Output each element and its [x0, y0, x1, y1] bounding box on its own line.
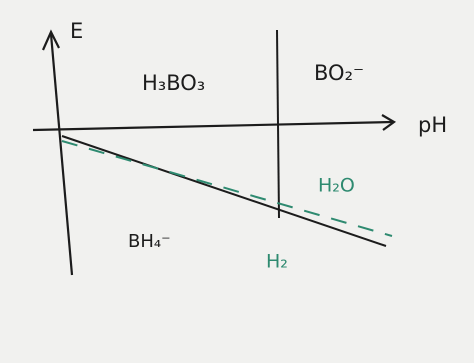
- water-label: H₂O: [318, 175, 355, 197]
- y-axis-label: E: [70, 19, 83, 43]
- region-label: H₃BO₃: [142, 71, 205, 95]
- region-label: BO₂⁻: [314, 61, 364, 85]
- x-axis-label: pH: [418, 113, 447, 137]
- page: E pH H₃BO₃ BO₂⁻ BH₄⁻ H₂O H₂ (() => { con…: [0, 0, 474, 363]
- paper: [0, 0, 474, 363]
- diagram: E pH H₃BO₃ BO₂⁻ BH₄⁻ H₂O H₂: [0, 0, 474, 363]
- region-label: BH₄⁻: [128, 231, 171, 252]
- water-label: H₂: [266, 251, 288, 273]
